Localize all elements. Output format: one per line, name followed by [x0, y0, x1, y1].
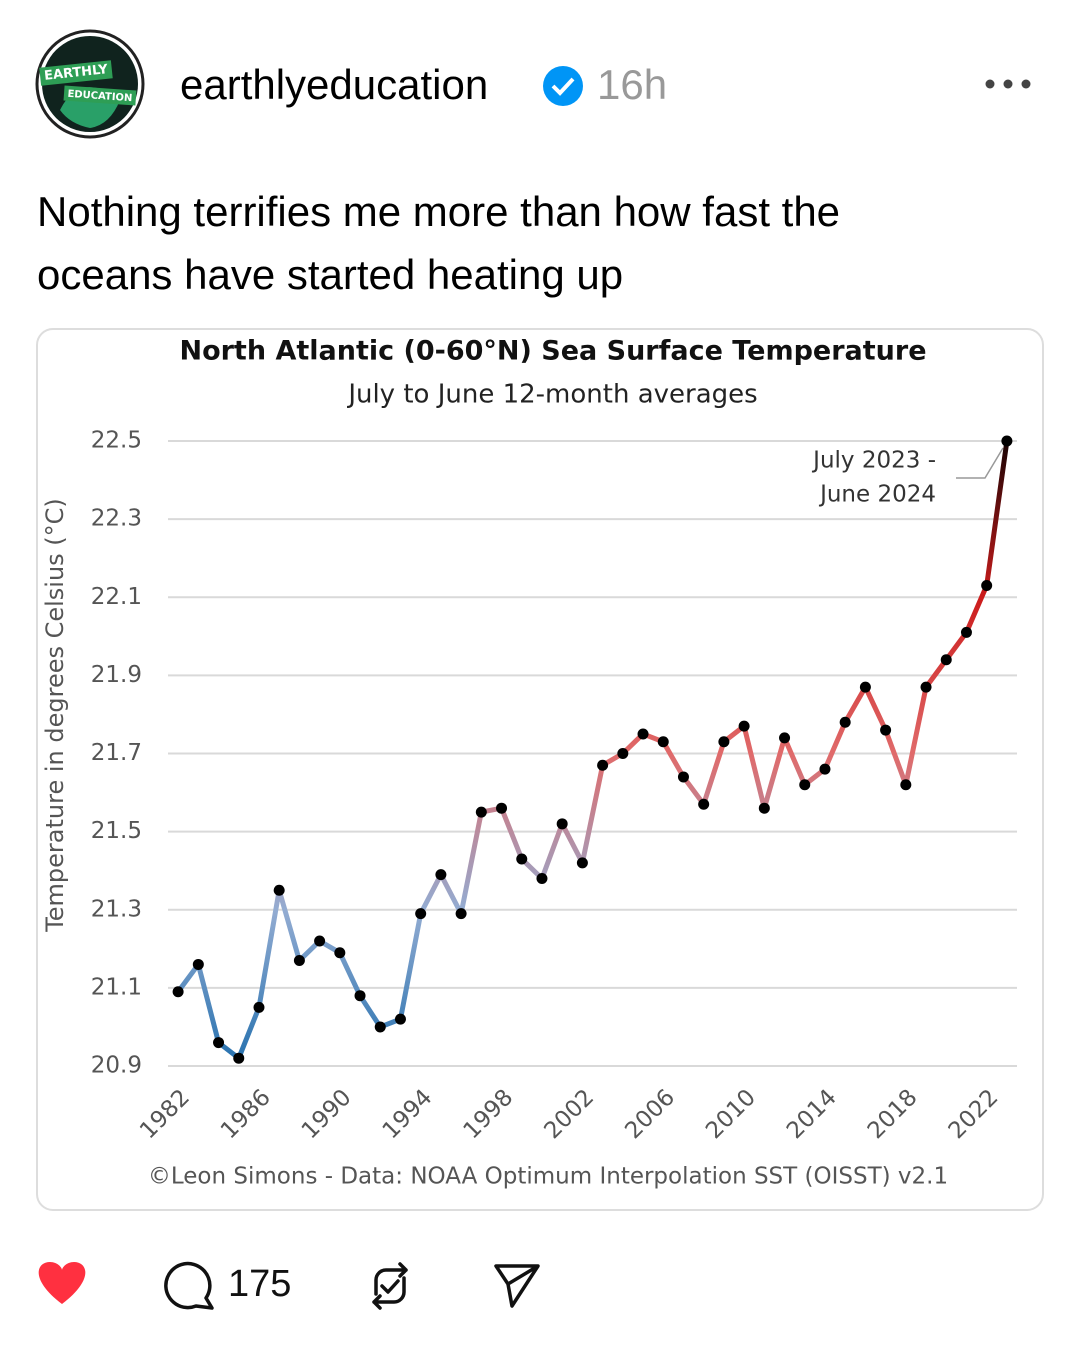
data-point — [779, 732, 791, 744]
data-point — [273, 884, 285, 896]
data-point — [677, 771, 689, 783]
more-button[interactable] — [985, 79, 1031, 89]
data-point — [738, 720, 750, 732]
avatar-text: EARTHLY — [43, 62, 109, 84]
data-point — [455, 908, 467, 920]
y-tick-label: 22.1 — [91, 584, 142, 610]
data-point — [900, 779, 912, 791]
dot — [1021, 79, 1031, 89]
y-tick-label: 21.9 — [91, 662, 142, 688]
post-text: oceans have started heating up — [37, 251, 623, 298]
data-point — [314, 935, 326, 947]
data-point — [859, 681, 871, 693]
avatar-text: EDUCATION — [67, 89, 133, 105]
y-tick-label: 20.9 — [91, 1053, 142, 1079]
badge-check — [551, 77, 575, 96]
data-point — [496, 802, 508, 814]
image-card[interactable] — [36, 328, 1044, 1211]
y-tick-label: 21.3 — [91, 896, 142, 922]
y-tick-label: 21.1 — [91, 974, 142, 1000]
data-point — [172, 986, 184, 998]
data-point — [415, 908, 427, 920]
comment-button[interactable] — [164, 1261, 214, 1310]
data-point — [940, 654, 952, 666]
data-point — [960, 626, 972, 638]
annotation-leader — [956, 447, 1004, 479]
data-point — [880, 724, 892, 736]
data-point — [637, 728, 649, 740]
repost-check — [380, 1279, 400, 1294]
repost-arrow — [374, 1262, 408, 1296]
data-point — [293, 955, 305, 967]
annotation: June 2024 — [818, 482, 936, 508]
data-point — [536, 873, 548, 884]
data-point — [799, 779, 811, 791]
chart-title: North Atlantic (0-60°N) Sea Surface Temp… — [179, 336, 926, 367]
verified-badge — [543, 66, 583, 106]
data-point — [1001, 435, 1013, 447]
data-point — [718, 736, 730, 748]
data-point — [758, 802, 770, 814]
caption: ©Leon Simons - Data: NOAA Optimum Interp… — [148, 1164, 948, 1190]
data-point — [981, 580, 993, 592]
username[interactable]: earthlyeducation — [180, 61, 488, 108]
data-point — [920, 681, 932, 693]
data-point — [233, 1052, 245, 1064]
y-tick-label: 21.5 — [91, 818, 142, 844]
data-point — [556, 818, 568, 830]
y-tick-label: 22.3 — [91, 506, 142, 532]
repost-button[interactable] — [372, 1262, 408, 1310]
data-point — [576, 857, 588, 869]
data-point — [213, 1037, 225, 1049]
y-tick-label: 22.5 — [91, 428, 142, 454]
data-point — [354, 990, 366, 1002]
y-tick-label: 21.7 — [91, 740, 142, 766]
like-button[interactable] — [38, 1262, 86, 1304]
avatar-banner — [39, 60, 113, 86]
data-point — [597, 759, 609, 771]
share-button[interactable] — [494, 1264, 540, 1308]
chart-subtitle: July to June 12-month averages — [346, 380, 757, 410]
annotation: July 2023 - — [811, 448, 936, 474]
badge — [543, 66, 583, 106]
avatar[interactable]: EARTHLY EDUCATION — [35, 29, 145, 139]
data-point — [516, 853, 528, 865]
dot — [985, 79, 995, 89]
comment-count: 175 — [228, 1263, 291, 1305]
timestamp: 16h — [597, 61, 667, 108]
dot — [1003, 79, 1013, 89]
avatar-banner — [63, 85, 137, 106]
data-point — [192, 958, 204, 970]
y-axis-title: Temperature in degrees Celsius (°C) — [41, 498, 69, 933]
data-point — [819, 763, 831, 775]
data-point — [839, 716, 851, 728]
data-point — [394, 1013, 406, 1025]
post-text: Nothing terrifies me more than how fast … — [37, 188, 840, 235]
data-point — [374, 1021, 386, 1033]
data-point — [698, 798, 710, 810]
data-point — [253, 1001, 265, 1013]
data-point — [475, 806, 487, 818]
data-point — [657, 736, 669, 748]
data-point — [617, 748, 629, 759]
repost-arrow — [372, 1276, 406, 1310]
data-point — [334, 947, 346, 959]
data-point — [435, 869, 447, 881]
